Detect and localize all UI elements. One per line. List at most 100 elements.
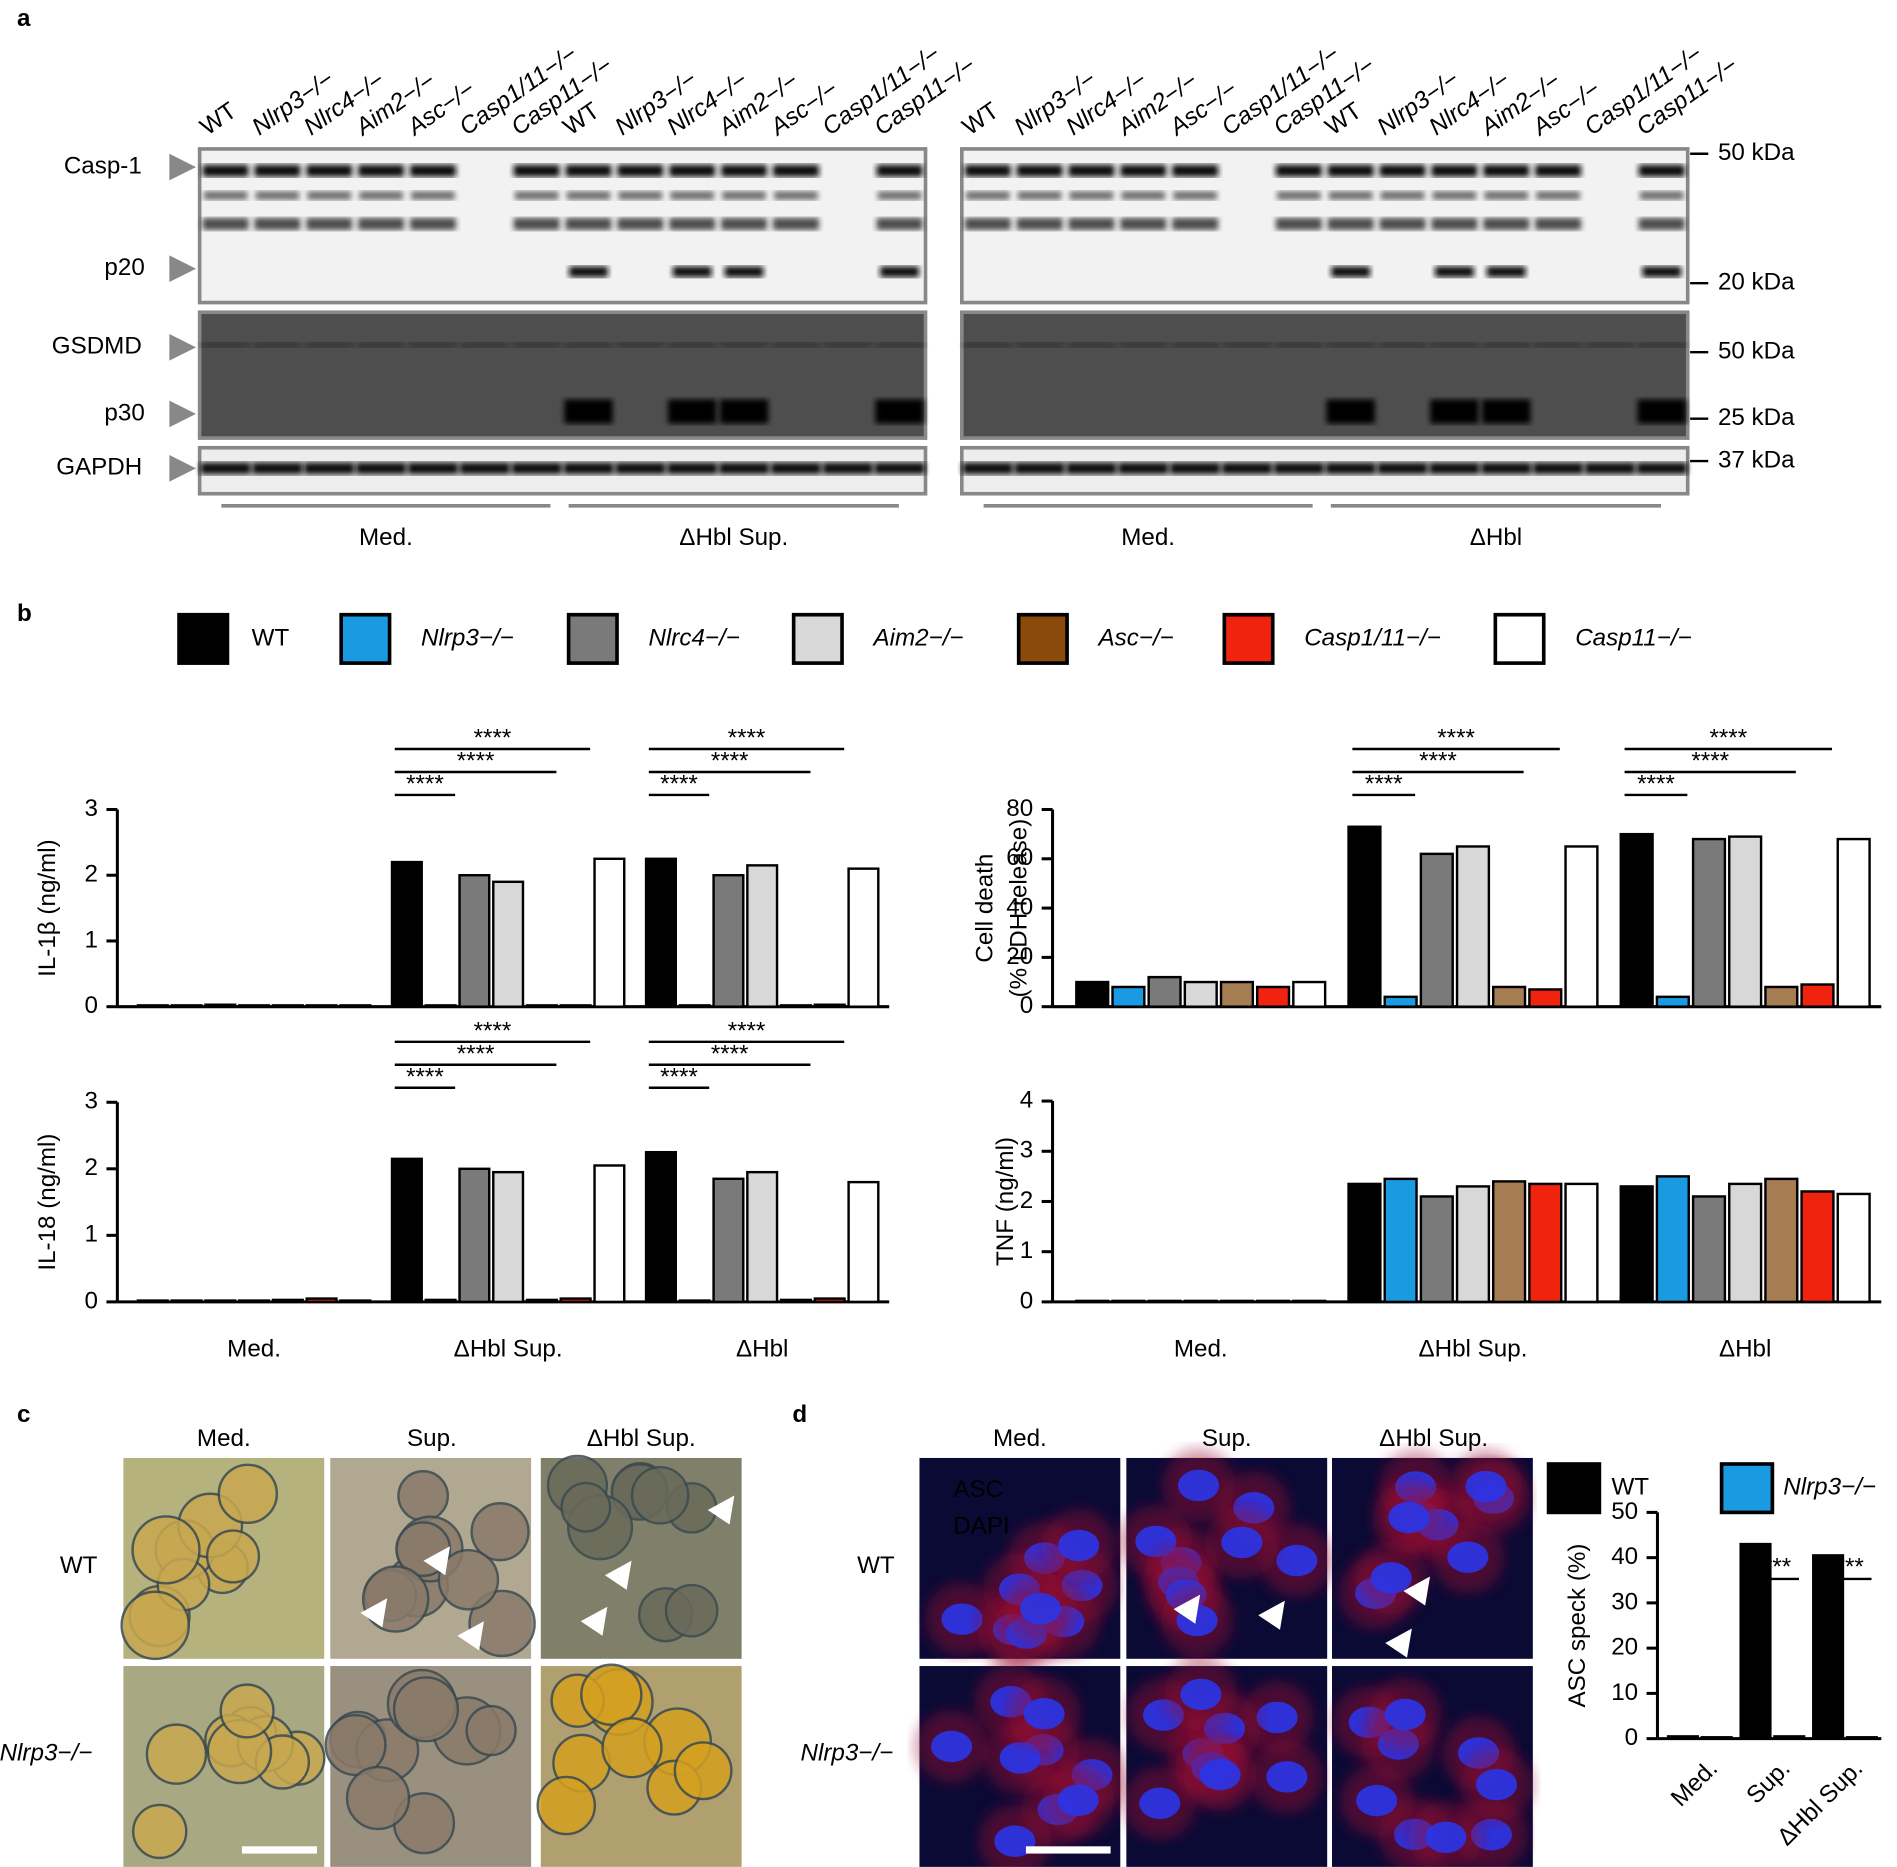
band — [721, 217, 768, 230]
bar — [712, 874, 745, 1008]
y-tick-label: 1 — [85, 1221, 98, 1248]
scale-bar — [241, 1846, 317, 1854]
bar — [1147, 1299, 1182, 1304]
bar — [424, 1298, 457, 1304]
cell — [397, 1470, 449, 1522]
band — [1169, 462, 1221, 475]
band — [407, 462, 459, 475]
x-tick-label: ΔHbl Sup. — [454, 1336, 563, 1363]
band — [512, 342, 561, 348]
band — [307, 191, 352, 200]
cell — [664, 1583, 719, 1638]
band — [511, 462, 563, 475]
band — [1275, 217, 1322, 230]
nucleus — [930, 1730, 973, 1763]
legend-label: Nlrc4−/− — [648, 624, 739, 651]
band — [963, 342, 1012, 348]
band — [1435, 266, 1474, 278]
x-tick-label: ΔHbl — [1719, 1336, 1771, 1363]
nucleus — [1425, 1821, 1467, 1854]
band — [617, 164, 664, 177]
bar — [1800, 1190, 1835, 1304]
band — [409, 217, 456, 230]
bar — [1455, 845, 1491, 1008]
significance-label: **** — [457, 1040, 495, 1067]
y-tick-label: 0 — [1020, 992, 1033, 1019]
band — [1431, 217, 1478, 230]
nucleus — [1266, 1761, 1308, 1793]
y-axis-label: (% LDH release) — [1005, 819, 1032, 998]
band — [254, 164, 301, 177]
band — [1482, 342, 1531, 348]
band — [724, 266, 764, 278]
column-label: ΔHbl Sup. — [587, 1425, 696, 1452]
band — [1120, 164, 1167, 177]
cell — [465, 1704, 517, 1757]
bar — [1728, 1182, 1763, 1304]
panel-label: a — [17, 5, 31, 32]
band — [964, 217, 1011, 230]
legend-swatch — [791, 612, 844, 665]
arrowhead — [169, 400, 196, 428]
band — [305, 342, 354, 348]
row-label: Nlrp3−/− — [800, 1740, 893, 1767]
band — [1430, 399, 1479, 424]
row-label: WT — [60, 1552, 98, 1579]
nucleus — [1057, 1784, 1099, 1817]
legend-label: WT — [252, 624, 290, 651]
bar — [559, 1004, 592, 1008]
significance-label: **** — [728, 725, 766, 752]
cell — [560, 1481, 612, 1533]
band — [1638, 217, 1685, 230]
band — [1117, 462, 1169, 475]
bar — [1419, 852, 1454, 1008]
band — [875, 399, 924, 424]
y-axis-label: IL-18 (ng/ml) — [34, 1134, 61, 1271]
cell — [217, 1463, 279, 1525]
band — [409, 164, 456, 177]
band — [564, 399, 613, 424]
bar — [1700, 1736, 1733, 1740]
cell — [131, 1515, 201, 1585]
band — [672, 266, 712, 278]
nucleus — [1023, 1698, 1065, 1730]
nucleus — [1356, 1784, 1398, 1817]
x-tick-label: Med. — [1174, 1336, 1228, 1363]
bar — [678, 1004, 711, 1008]
bar — [847, 1180, 880, 1304]
nucleus — [1384, 1698, 1426, 1731]
y-axis-label: TNF (ng/ml) — [992, 1137, 1019, 1266]
bar — [1564, 1182, 1599, 1304]
bar — [238, 1299, 271, 1304]
y-axis-label: Cell death — [971, 854, 998, 963]
legend-swatch — [1546, 1462, 1602, 1515]
arrowhead — [707, 1495, 735, 1525]
bar — [1419, 1195, 1454, 1304]
legend-swatch — [1493, 612, 1546, 665]
bar — [1219, 1299, 1255, 1304]
nucleus — [1221, 1526, 1263, 1559]
arrowhead — [169, 334, 196, 361]
band — [355, 462, 407, 475]
band — [1221, 462, 1273, 475]
panel-label: d — [792, 1401, 807, 1428]
cell — [392, 1676, 460, 1743]
cell — [437, 1548, 500, 1611]
y-tick-label: 10 — [1611, 1679, 1638, 1706]
bar — [525, 1298, 558, 1304]
y-tick-label: 60 — [1006, 844, 1033, 871]
nucleus — [1447, 1541, 1489, 1573]
significance-label: **** — [1365, 771, 1403, 798]
band — [1535, 164, 1582, 177]
blot-membrane — [959, 310, 1690, 440]
band — [1173, 191, 1217, 200]
scale-bar — [1025, 1846, 1111, 1854]
bar — [458, 1167, 491, 1304]
column-label: Med. — [197, 1425, 251, 1452]
arrowhead — [169, 455, 196, 482]
nucleus — [1139, 1787, 1181, 1820]
bar — [1728, 835, 1763, 1008]
legend-swatch — [1719, 1462, 1775, 1515]
band — [771, 342, 821, 348]
band — [1068, 164, 1115, 177]
